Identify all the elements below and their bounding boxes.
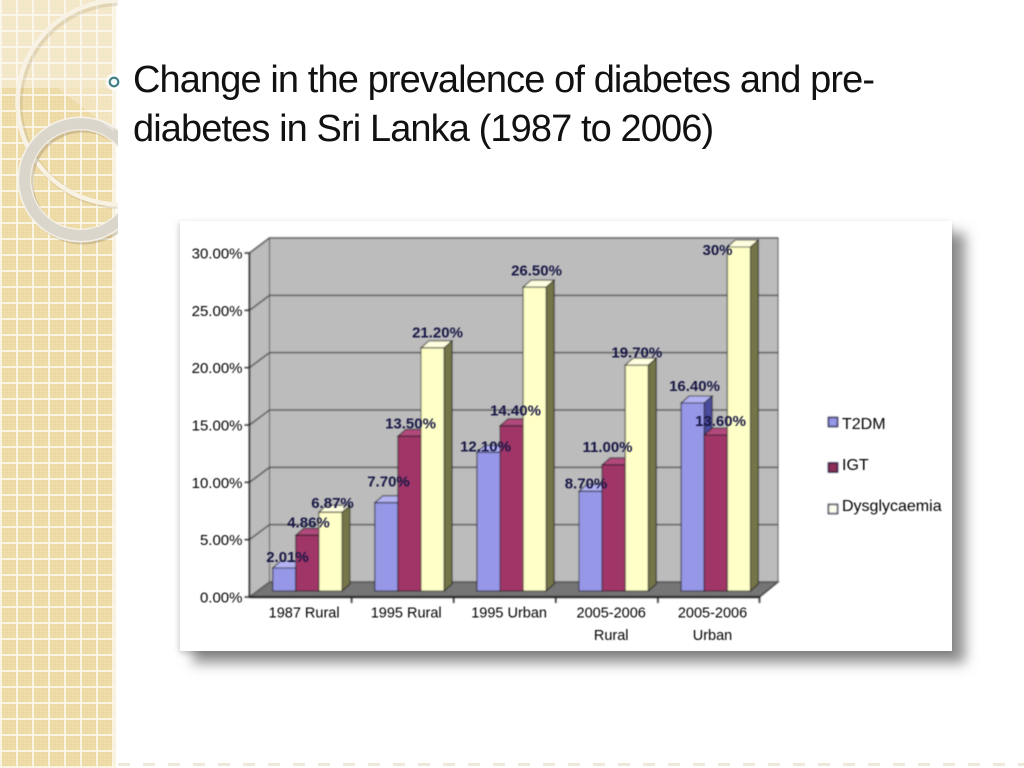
svg-text:21.20%: 21.20% [412,324,463,341]
svg-text:Rural: Rural [594,628,629,644]
svg-text:13.50%: 13.50% [385,416,436,433]
svg-text:Urban: Urban [693,628,733,644]
svg-text:20.00%: 20.00% [192,360,243,377]
svg-text:15.00%: 15.00% [192,418,243,435]
svg-text:10.00%: 10.00% [192,475,243,492]
svg-text:26.50%: 26.50% [511,263,562,280]
svg-text:IGT: IGT [842,457,869,474]
svg-text:7.70%: 7.70% [367,474,410,491]
svg-text:11.00%: 11.00% [582,439,632,456]
svg-text:2005-2006: 2005-2006 [577,606,646,622]
svg-text:2.01%: 2.01% [266,549,309,566]
svg-text:8.70%: 8.70% [565,476,608,493]
svg-text:30.00%: 30.00% [192,246,243,263]
svg-text:1995 Rural: 1995 Rural [371,606,442,622]
svg-text:1995 Urban: 1995 Urban [471,606,547,622]
svg-text:Dysglycaemia: Dysglycaemia [842,498,942,515]
svg-text:5.00%: 5.00% [200,532,243,549]
svg-text:16.40%: 16.40% [669,378,720,395]
svg-text:13.60%: 13.60% [695,413,746,430]
svg-text:0.00%: 0.00% [200,590,243,607]
svg-text:1987 Rural: 1987 Rural [269,606,340,622]
svg-text:T2DM: T2DM [842,416,886,433]
svg-text:25.00%: 25.00% [192,303,243,320]
svg-text:4.86%: 4.86% [287,515,330,532]
svg-text:12.10%: 12.10% [460,438,511,455]
svg-text:6.87%: 6.87% [311,495,354,512]
svg-text:19.70%: 19.70% [611,344,662,361]
svg-text:30%: 30% [702,242,732,259]
svg-text:2005-2006: 2005-2006 [678,606,747,622]
svg-text:14.40%: 14.40% [490,402,541,419]
